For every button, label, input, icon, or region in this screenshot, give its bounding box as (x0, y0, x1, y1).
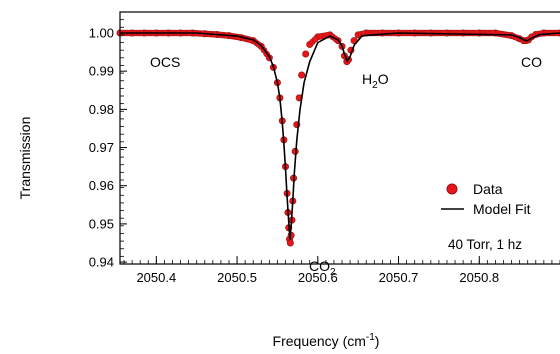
legend: Data Model Fit (441, 181, 531, 217)
y-tick-label: 0.98 (89, 102, 114, 117)
annotation-ocs: OCS (150, 54, 180, 70)
measurement-condition: 40 Torr, 1 hz (448, 237, 522, 252)
y-tick-label: 0.96 (89, 178, 114, 193)
x-tick-label: 2050.6 (298, 270, 338, 285)
chart-marks (116, 29, 560, 247)
annotation-co2: CO2 (309, 258, 336, 278)
axis-ticks: 0.94 0.95 0.96 0.97 0.98 0.99 1.00 2050.4 2050.5… (89, 11, 560, 285)
x-tick-label: 2050.8 (459, 270, 499, 285)
y-axis-title: Transmission (17, 117, 33, 200)
data-point (298, 71, 306, 79)
plot-frame (119, 11, 560, 265)
x-tick-label: 2050.5 (217, 270, 257, 285)
annotation-co: CO (521, 54, 542, 70)
legend-fit-label: Model Fit (473, 201, 531, 217)
y-tick-label: 0.95 (89, 216, 114, 231)
legend-data-marker (446, 183, 458, 195)
y-tick-label: 1.00 (89, 26, 114, 41)
model-fit-line (120, 32, 560, 240)
y-tick-label: 0.99 (89, 64, 114, 79)
x-tick-label: 2050.7 (379, 270, 419, 285)
data-point (302, 50, 310, 58)
y-tick-label: 0.97 (89, 140, 114, 155)
legend-data-label: Data (473, 181, 503, 197)
data-point-fill (311, 36, 319, 43)
x-tick-label: 2050.4 (136, 270, 176, 285)
data-point (286, 239, 294, 247)
annotation-h2o: H2O (362, 71, 389, 91)
y-tick-label: 0.94 (89, 255, 114, 270)
x-axis-title: Frequency (cm-1) (273, 332, 380, 349)
